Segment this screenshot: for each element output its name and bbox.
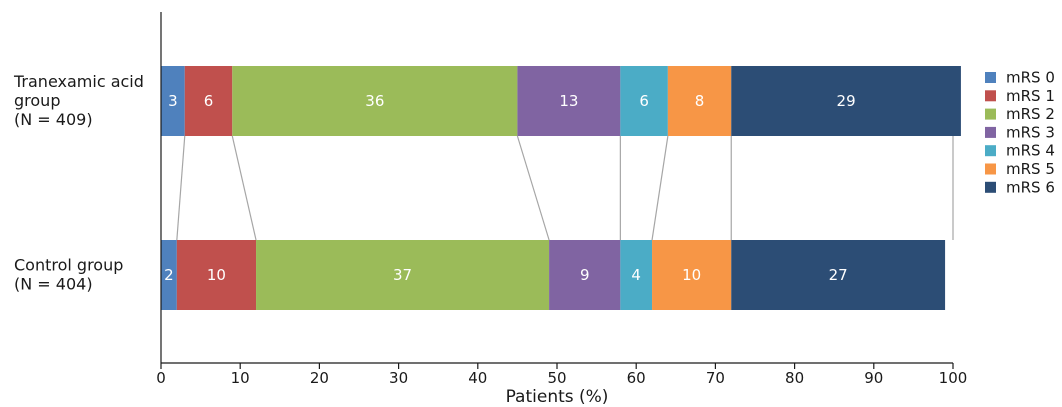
x-tick-label: 0 [156, 369, 166, 387]
bar-segment-mrs-6 [731, 66, 961, 136]
legend-swatch-mrs-3 [985, 126, 996, 138]
connector-line [231, 135, 257, 241]
x-tick-label: 80 [785, 369, 804, 387]
data-label-mrs-6: 27 [829, 266, 848, 284]
x-tick-label: 30 [389, 369, 408, 387]
x-tick-label: 70 [706, 369, 725, 387]
bar-segment-mrs-5 [667, 66, 732, 136]
legend-swatch-mrs-2 [985, 108, 996, 120]
data-label-mrs-6: 29 [837, 92, 856, 110]
legend-label-mrs-2: mRS 2 [1006, 105, 1055, 123]
category-label-line: Control group [14, 256, 123, 275]
bar-segment-mrs-0 [161, 240, 177, 310]
legend-label-mrs-4: mRS 4 [1006, 142, 1055, 160]
legend-swatch-mrs-6 [985, 181, 996, 193]
bar-segment-mrs-2 [256, 240, 550, 310]
category-label: Control group (N = 404) [14, 256, 123, 294]
data-label-mrs-0: 2 [164, 266, 174, 284]
legend-swatch-mrs-4 [985, 145, 996, 157]
x-tick-label: 90 [864, 369, 883, 387]
data-label-mrs-3: 13 [559, 92, 578, 110]
connector-line [516, 135, 550, 241]
bar-segment-mrs-1 [176, 240, 257, 310]
legend-label-mrs-3: mRS 3 [1006, 123, 1055, 141]
legend-label-mrs-5: mRS 5 [1006, 160, 1055, 178]
data-label-mrs-0: 3 [168, 92, 178, 110]
bar-segment-mrs-3 [549, 240, 621, 310]
data-label-mrs-5: 8 [695, 92, 705, 110]
x-tick-label: 40 [468, 369, 487, 387]
category-label-line: Tranexamic acid [13, 72, 144, 91]
legend-label-mrs-1: mRS 1 [1006, 87, 1055, 105]
data-label-mrs-4: 6 [639, 92, 649, 110]
bar-segment-mrs-2 [232, 66, 518, 136]
x-axis-label: Patients (%) [506, 387, 609, 407]
bar-segment-mrs-0 [161, 66, 185, 136]
bar-segment-mrs-4 [620, 240, 653, 310]
legend-label-mrs-6: mRS 6 [1006, 178, 1055, 196]
connector-line [176, 135, 186, 241]
connector-line [651, 135, 669, 241]
data-label-mrs-1: 10 [207, 266, 226, 284]
bar-segment-mrs-1 [184, 66, 233, 136]
x-tick-label: 100 [939, 369, 968, 387]
data-label-mrs-5: 10 [682, 266, 701, 284]
category-label: Tranexamic acid group (N = 409) [13, 72, 144, 129]
x-tick-label: 20 [310, 369, 329, 387]
category-label-line: (N = 404) [14, 275, 93, 294]
bar-segment-mrs-3 [517, 66, 621, 136]
data-label-mrs-4: 4 [631, 266, 641, 284]
legend-swatch-mrs-0 [985, 72, 996, 83]
data-label-mrs-2: 36 [365, 92, 384, 110]
bar-segment-mrs-5 [652, 240, 732, 310]
legend-label-mrs-0: mRS 0 [1006, 69, 1055, 87]
data-label-mrs-1: 6 [204, 92, 214, 110]
category-label-line: group [14, 91, 60, 110]
category-label-line: (N = 409) [14, 110, 93, 129]
bar-segment-mrs-4 [620, 66, 668, 136]
data-label-mrs-3: 9 [580, 266, 590, 284]
x-tick-label: 10 [231, 369, 250, 387]
data-label-mrs-2: 37 [393, 266, 412, 284]
x-tick-label: 60 [627, 369, 646, 387]
x-tick-label: 50 [547, 369, 566, 387]
legend-swatch-mrs-5 [985, 163, 996, 175]
legend-swatch-mrs-1 [985, 90, 996, 102]
bar-segment-mrs-6 [731, 240, 946, 310]
